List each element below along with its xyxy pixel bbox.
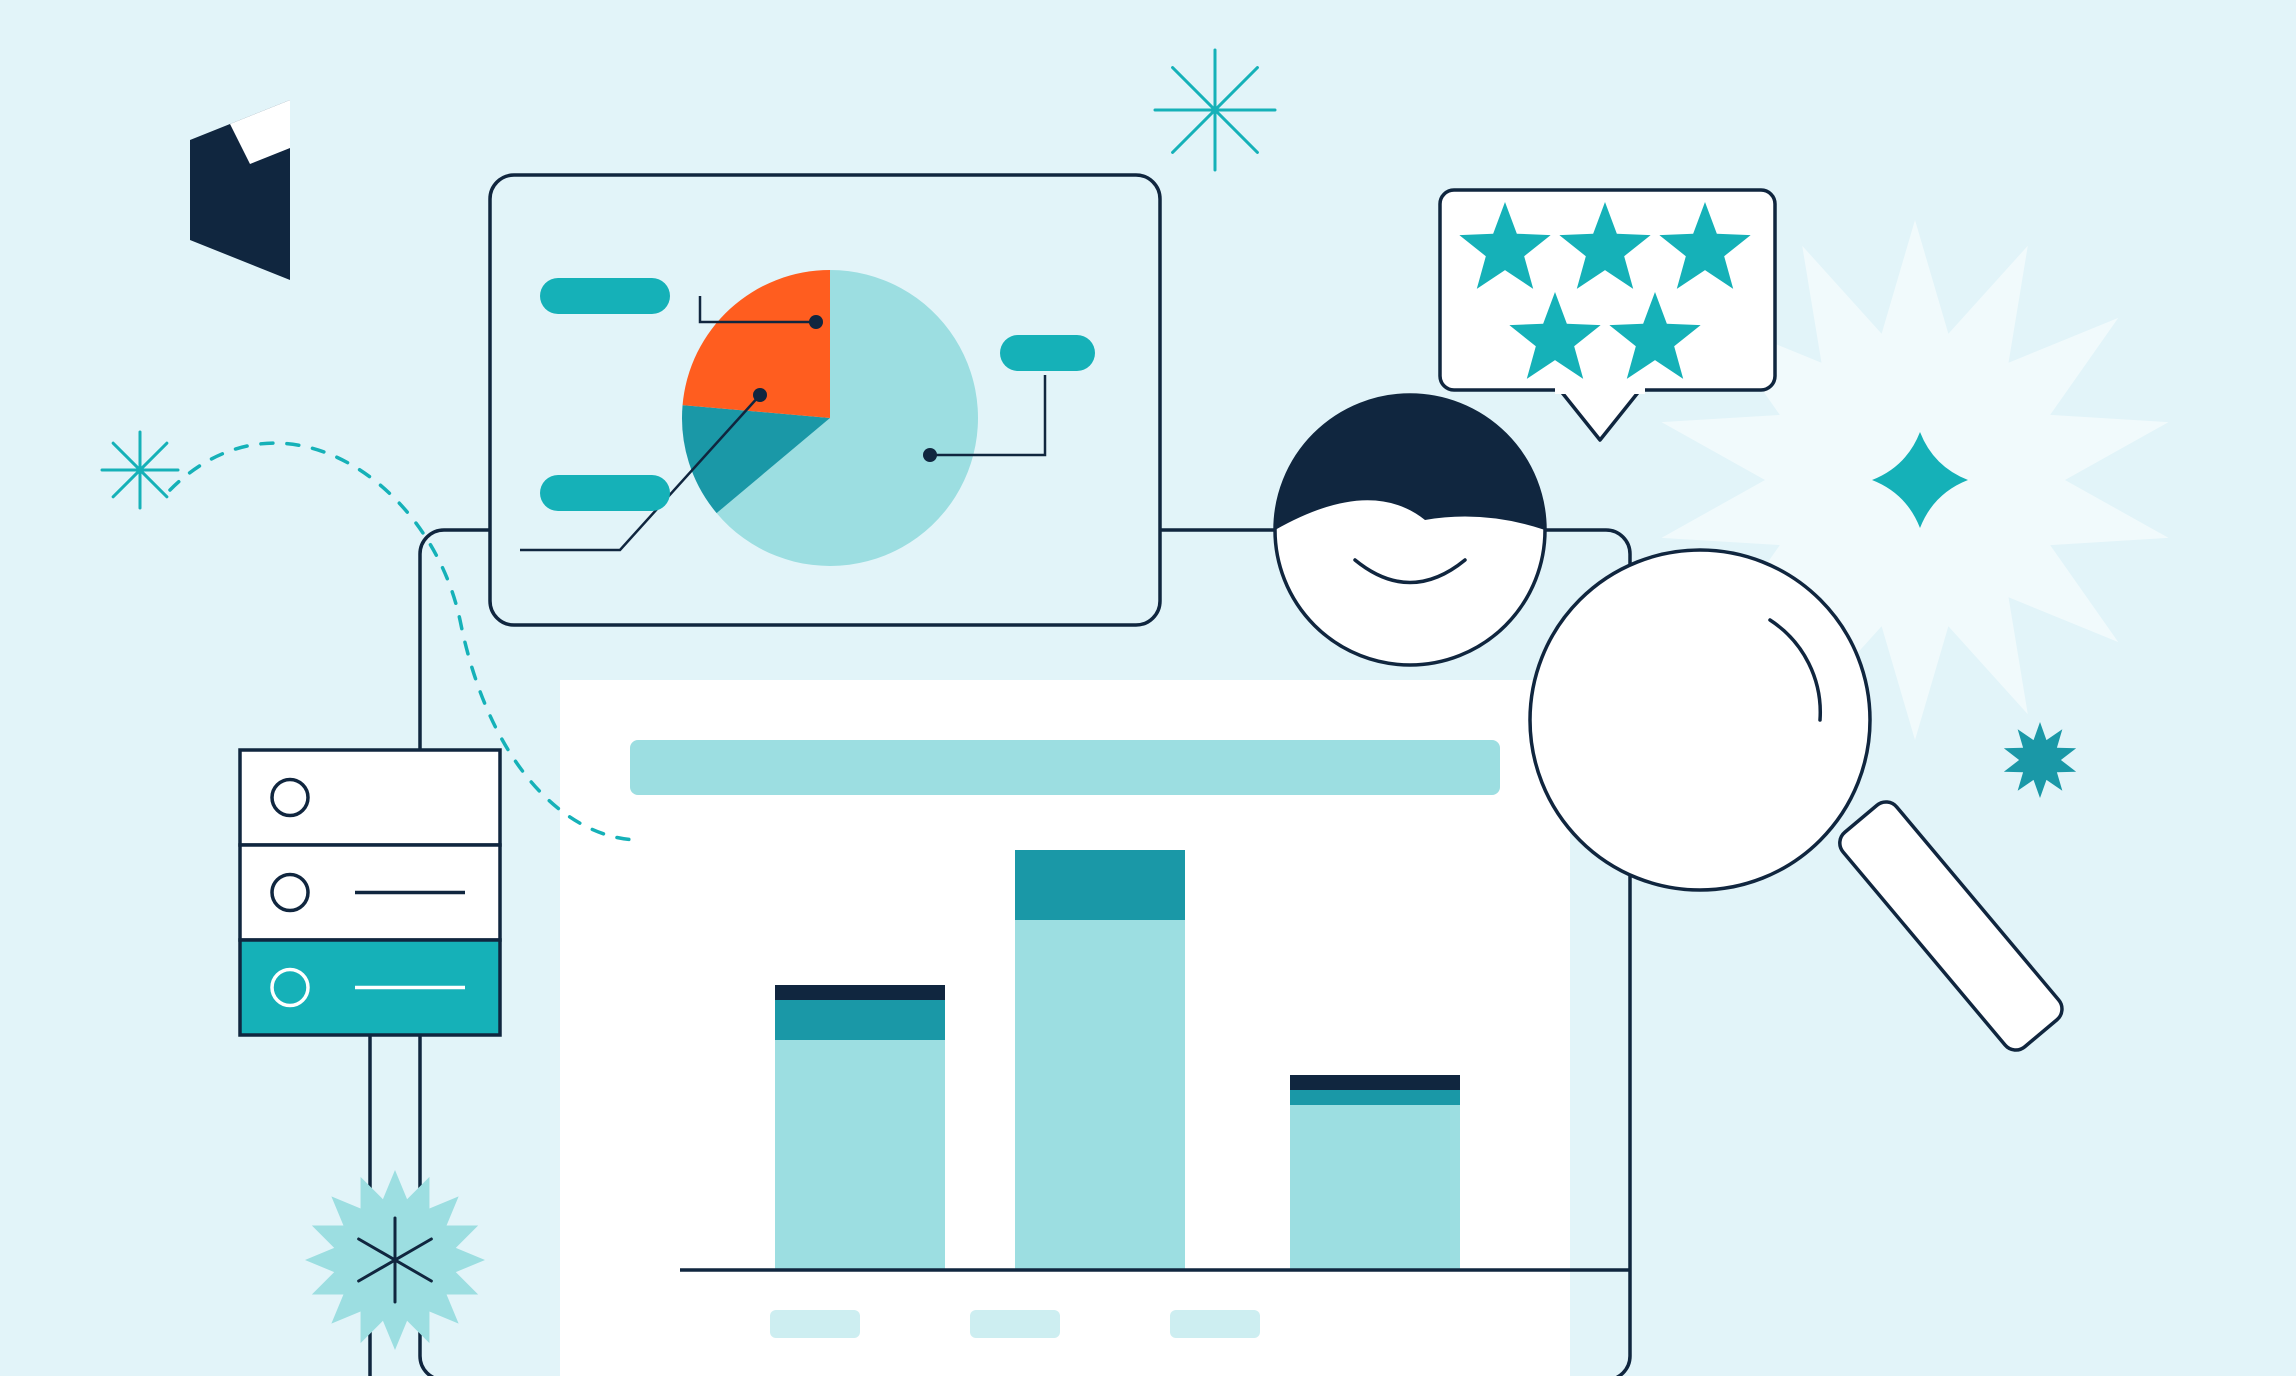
server-row [240,750,500,845]
dashboard-header-bar [630,740,1500,795]
bar-segment [775,1000,945,1040]
bar-segment [1290,1105,1460,1270]
bar-segment [775,1040,945,1270]
dashboard-sub-bar [770,1310,860,1338]
bar-segment [1015,920,1185,1270]
bar-segment [775,985,945,1000]
pie-label-pill [1000,335,1095,371]
pie-label-pill [540,278,670,314]
bar-segment [1015,850,1185,920]
bar-segment [1290,1090,1460,1105]
twinkle-icon [1155,50,1275,170]
pie-callout-dot [753,388,767,402]
twinkle-icon [102,432,178,508]
pie-callout-dot [809,315,823,329]
dashboard-sub-bar [1170,1310,1260,1338]
pie-callout-dot [923,448,937,462]
dashboard-sub-bar [970,1310,1060,1338]
pie-label-pill [540,475,670,511]
bar-segment [1290,1075,1460,1090]
